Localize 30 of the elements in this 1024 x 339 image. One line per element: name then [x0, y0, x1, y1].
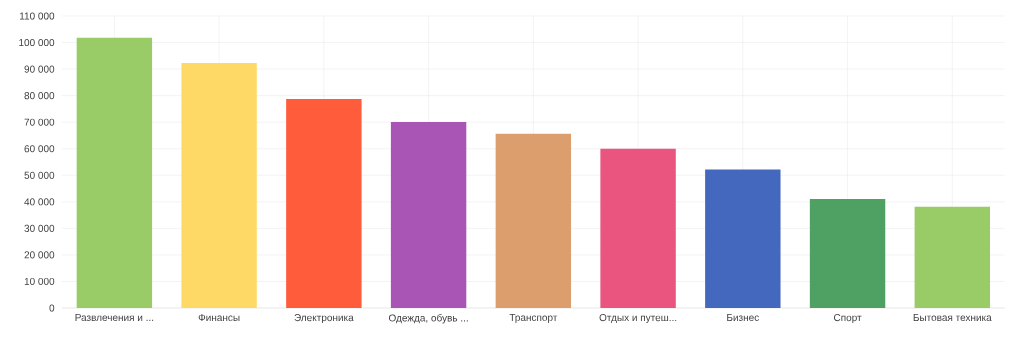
x-tick-label: Развлечения и ...: [75, 314, 154, 322]
x-tick-label: Электроника: [294, 314, 354, 324]
x-tick-label: Бытовая техника: [913, 314, 992, 322]
bar: [914, 206, 991, 308]
bar: [286, 99, 362, 308]
y-tick-label: 50 000: [24, 171, 55, 179]
bar: [181, 62, 257, 308]
bar: [390, 121, 467, 308]
y-tick-label: 70 000: [24, 118, 55, 126]
x-tick-label: Одежда, обувь ...: [388, 314, 468, 324]
y-tick-label: 60 000: [24, 145, 55, 153]
y-tick-label: 80 000: [24, 92, 55, 100]
bar: [495, 133, 572, 308]
y-tick-label: 10 000: [24, 277, 55, 285]
y-tick-label: 100 000: [19, 39, 55, 47]
bar: [600, 148, 676, 308]
y-tick-label: 110 000: [19, 12, 55, 20]
bar: [809, 198, 886, 308]
x-tick-label: Финансы: [198, 314, 240, 322]
y-tick-label: 40 000: [24, 198, 55, 206]
bar: [705, 169, 781, 308]
bar: [76, 37, 153, 308]
y-tick-label: 30 000: [24, 224, 55, 232]
y-tick-label: 0: [49, 304, 55, 312]
y-tick-label: 90 000: [24, 65, 55, 73]
x-tick-label: Транспорт: [509, 314, 558, 323]
y-tick-label: 20 000: [24, 251, 55, 259]
x-tick-label: Спорт: [834, 314, 862, 324]
x-tick-label: Бизнес: [727, 314, 759, 322]
x-tick-label: Отдых и путеш...: [599, 314, 677, 324]
